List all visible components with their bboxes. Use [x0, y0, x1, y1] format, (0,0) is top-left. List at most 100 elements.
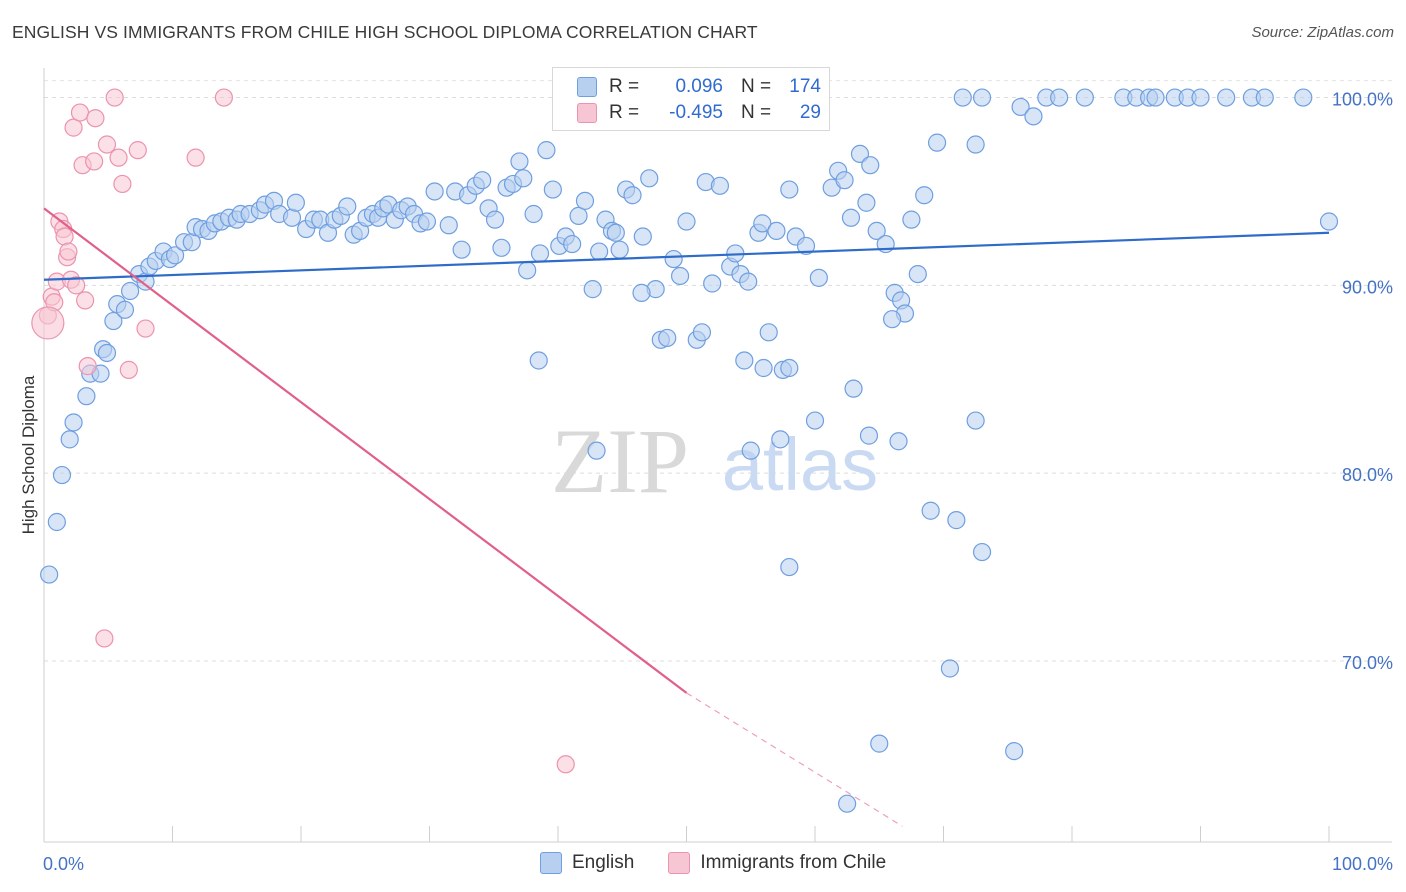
bottom-legend-swatch-english — [540, 852, 562, 874]
point-chile — [136, 319, 155, 338]
point-english — [844, 379, 863, 398]
point-chile — [86, 109, 105, 128]
point-english — [841, 208, 861, 227]
point-english — [953, 88, 972, 107]
point-english — [921, 501, 940, 520]
point-chile — [109, 148, 128, 167]
point-english — [1191, 88, 1210, 107]
point-english — [60, 430, 79, 449]
point-chile — [78, 357, 97, 376]
stats-legend: R = 0.096 N = 174 R = -0.495 N = 29 — [552, 67, 830, 131]
point-english — [940, 659, 960, 678]
legend-swatch-chile — [577, 103, 597, 123]
legend-swatch-english — [577, 77, 597, 97]
point-english — [590, 242, 609, 261]
point-english — [518, 261, 537, 280]
point-english — [537, 141, 556, 160]
bottom-legend-swatch-chile — [668, 852, 691, 874]
watermark-atlas: atlas — [722, 423, 878, 506]
axis-labels: 70.0% 80.0% 90.0% 100.0% 0.0% 100.0% — [43, 90, 1393, 874]
legend-n-value: 174 — [789, 76, 821, 97]
point-english — [452, 240, 471, 259]
point-english — [97, 343, 117, 363]
point-english — [754, 358, 773, 378]
point-chile-large — [31, 306, 65, 340]
bottom-legend-english: English — [572, 852, 635, 873]
point-english — [677, 212, 696, 231]
point-chile — [556, 755, 575, 774]
point-english — [908, 264, 927, 284]
point-english — [741, 441, 760, 460]
point-english — [767, 221, 786, 241]
legend-r-value: -0.495 — [669, 102, 723, 123]
point-english — [739, 272, 758, 291]
point-english — [1075, 88, 1094, 107]
y-tick-label: 80.0% — [1342, 465, 1393, 485]
point-english — [1024, 107, 1043, 126]
trend-chile-extension — [686, 692, 903, 827]
legend-n-label: N = — [741, 76, 772, 97]
series-english — [40, 88, 1339, 813]
point-english — [1146, 88, 1165, 107]
legend-row-chile: R = -0.495 N = 29 — [577, 101, 821, 125]
point-english — [417, 212, 437, 231]
point-english — [710, 176, 730, 195]
point-english — [972, 542, 992, 562]
point-english — [77, 387, 96, 406]
point-english — [870, 734, 889, 753]
point-english — [927, 133, 947, 152]
point-english — [658, 328, 677, 348]
point-english — [1050, 88, 1069, 107]
point-english — [947, 511, 966, 530]
point-english — [670, 266, 690, 286]
point-english — [510, 152, 529, 171]
point-english — [492, 238, 511, 257]
point-english — [735, 351, 754, 370]
point-chile — [105, 88, 124, 107]
point-english — [780, 358, 799, 378]
chart-title: ENGLISH VS IMMIGRANTS FROM CHILE HIGH SC… — [12, 22, 758, 42]
point-english — [966, 411, 985, 430]
point-chile — [97, 135, 117, 154]
y-tick-label: 100.0% — [1332, 90, 1393, 110]
point-chile — [95, 629, 114, 648]
point-english — [575, 191, 595, 210]
point-english — [835, 171, 854, 190]
point-english — [165, 246, 185, 265]
point-english — [529, 351, 548, 370]
point-english — [703, 274, 722, 293]
y-tick-label: 70.0% — [1342, 653, 1393, 673]
point-english — [972, 88, 992, 107]
point-english — [902, 210, 921, 229]
point-english — [850, 144, 870, 164]
gridlines — [44, 80, 1392, 662]
trend-lines — [43, 207, 1330, 827]
legend-row-english: R = 0.096 N = 174 — [577, 75, 821, 99]
y-tick-label: 90.0% — [1342, 277, 1393, 297]
point-english — [514, 169, 533, 188]
series-legend: English Immigrants from Chile — [540, 852, 886, 874]
point-chile — [59, 242, 78, 261]
point-english — [524, 204, 543, 224]
point-english — [859, 426, 879, 445]
point-chile — [128, 141, 147, 160]
point-english — [104, 311, 123, 331]
point-english — [485, 210, 505, 229]
point-english — [120, 281, 140, 301]
point-english — [47, 512, 66, 532]
point-chile — [64, 118, 83, 137]
point-chile — [85, 152, 104, 171]
point-english — [52, 465, 72, 485]
x-tick-label-left: 0.0% — [43, 854, 84, 874]
bottom-legend-chile: Immigrants from Chile — [700, 852, 887, 873]
point-chile — [70, 103, 90, 122]
point-english — [780, 557, 799, 577]
chart-source: Source: ZipAtlas.com — [1251, 24, 1394, 41]
point-chile — [186, 148, 205, 167]
point-english — [1217, 88, 1236, 107]
point-english — [64, 413, 83, 432]
point-english — [861, 156, 880, 175]
legend-r-label: R = — [609, 76, 640, 97]
trend-english — [43, 231, 1330, 281]
